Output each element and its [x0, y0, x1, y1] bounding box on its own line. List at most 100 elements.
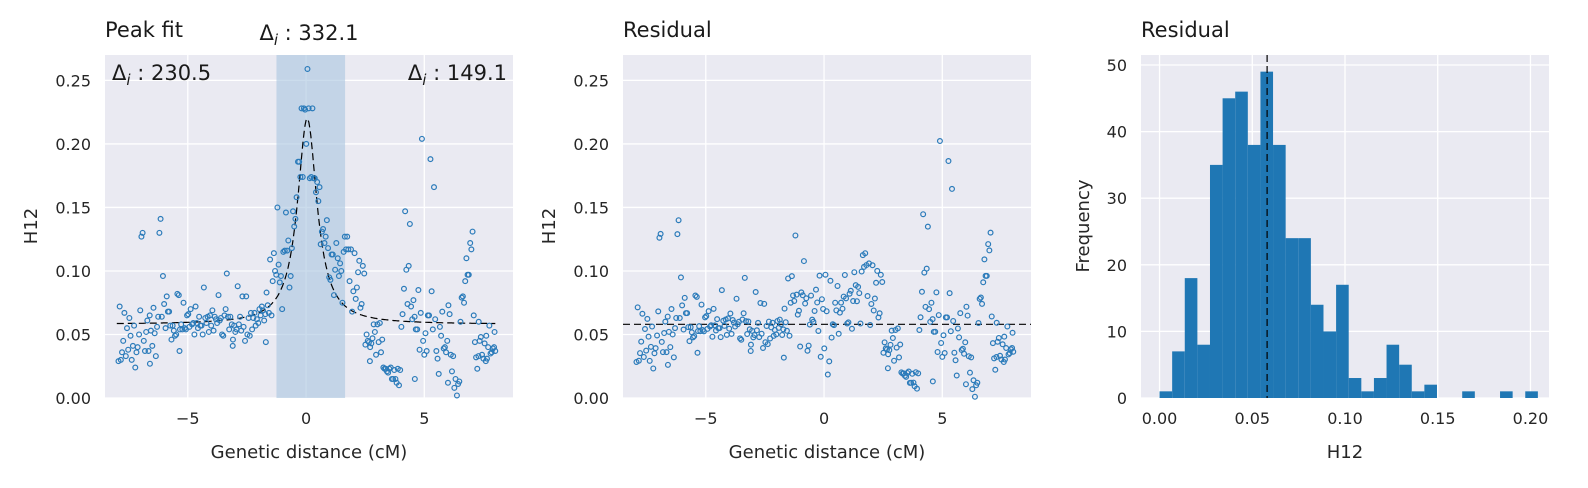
residual-point: [816, 272, 823, 279]
data-point: [410, 297, 417, 304]
residual-point: [1006, 350, 1013, 357]
residual-point: [798, 289, 805, 296]
data-point: [305, 105, 312, 112]
residual-point: [966, 369, 973, 376]
data-point: [363, 331, 370, 338]
y-tick-label: 0.00: [55, 389, 91, 408]
residual-point: [693, 293, 700, 300]
residual-point: [977, 294, 984, 301]
residual-point: [929, 378, 936, 385]
data-point: [390, 375, 397, 382]
residual-point: [779, 331, 786, 338]
residual-point: [658, 338, 665, 345]
data-point: [292, 215, 299, 222]
histogram-bar: [1247, 144, 1261, 398]
data-point: [173, 331, 180, 338]
data-point: [322, 233, 329, 240]
panel-3-xlabel: H12: [1327, 442, 1363, 463]
residual-point: [1009, 345, 1016, 352]
residual-point: [1001, 333, 1008, 340]
y-tick-label: 0.05: [573, 325, 609, 344]
data-point: [275, 261, 282, 268]
data-point: [134, 344, 141, 351]
residual-point: [821, 345, 828, 352]
data-point: [379, 336, 386, 343]
data-point: [345, 246, 352, 253]
residual-point: [826, 358, 833, 365]
residual-point: [857, 320, 864, 327]
residual-point: [692, 292, 699, 299]
residual-point: [686, 338, 693, 345]
residual-point: [708, 322, 715, 329]
data-point: [156, 229, 163, 236]
data-point: [223, 270, 230, 277]
data-point: [272, 267, 279, 274]
histogram-bar: [1373, 378, 1387, 398]
residual-point: [738, 336, 745, 343]
residual-point: [744, 331, 751, 338]
residual-point: [741, 274, 748, 281]
residual-point: [786, 332, 793, 339]
residual-point: [951, 349, 958, 356]
data-point: [167, 322, 174, 329]
data-point: [221, 312, 228, 319]
residual-point: [733, 295, 740, 302]
residual-point: [945, 158, 952, 165]
residual-point: [650, 365, 657, 372]
data-point: [333, 240, 340, 247]
residual-point: [916, 327, 923, 334]
residual-point: [868, 300, 875, 307]
data-point: [339, 299, 346, 306]
data-point: [146, 360, 153, 367]
data-point: [190, 320, 197, 327]
data-point: [355, 269, 362, 276]
x-tick-label: 0.20: [1513, 409, 1549, 428]
data-point: [338, 267, 345, 274]
residual-point: [856, 290, 863, 297]
data-point: [209, 307, 216, 314]
residual-point: [827, 277, 834, 284]
histogram-bar: [1209, 164, 1223, 398]
residual-point: [979, 300, 986, 307]
residual-point: [761, 300, 768, 307]
residual-point: [962, 381, 969, 388]
data-point: [176, 347, 183, 354]
data-point: [488, 349, 495, 356]
data-point: [287, 273, 294, 280]
residual-point: [874, 267, 881, 274]
residual-point: [727, 310, 734, 317]
residual-point: [818, 296, 825, 303]
residual-point: [791, 297, 798, 304]
data-point: [491, 328, 498, 335]
data-point: [320, 226, 327, 233]
data-point: [433, 347, 440, 354]
panel-1-title: Peak fit: [105, 18, 183, 42]
x-tick-label: 0.10: [1327, 409, 1363, 428]
residual-point: [659, 349, 666, 356]
residual-point: [963, 303, 970, 310]
residual-point: [815, 327, 822, 334]
data-point: [288, 245, 295, 252]
residual-point: [893, 344, 900, 351]
panel-2-background: [623, 55, 1031, 398]
residual-point: [792, 232, 799, 239]
residual-point: [747, 347, 754, 354]
data-point: [116, 303, 123, 310]
residual-point: [664, 361, 671, 368]
data-point: [281, 247, 288, 254]
data-point: [487, 350, 494, 357]
histogram-bar: [1525, 391, 1538, 398]
data-point: [439, 308, 446, 315]
residual-point: [640, 353, 647, 360]
residual-point: [936, 138, 943, 145]
data-point: [434, 355, 441, 362]
residual-point: [993, 319, 1000, 326]
residual-point: [822, 271, 829, 278]
data-point: [136, 331, 143, 338]
data-point: [347, 246, 354, 253]
data-point: [199, 331, 206, 338]
data-point: [329, 251, 336, 258]
residual-point: [764, 341, 771, 348]
residual-point: [954, 325, 961, 332]
residual-point: [703, 313, 710, 320]
